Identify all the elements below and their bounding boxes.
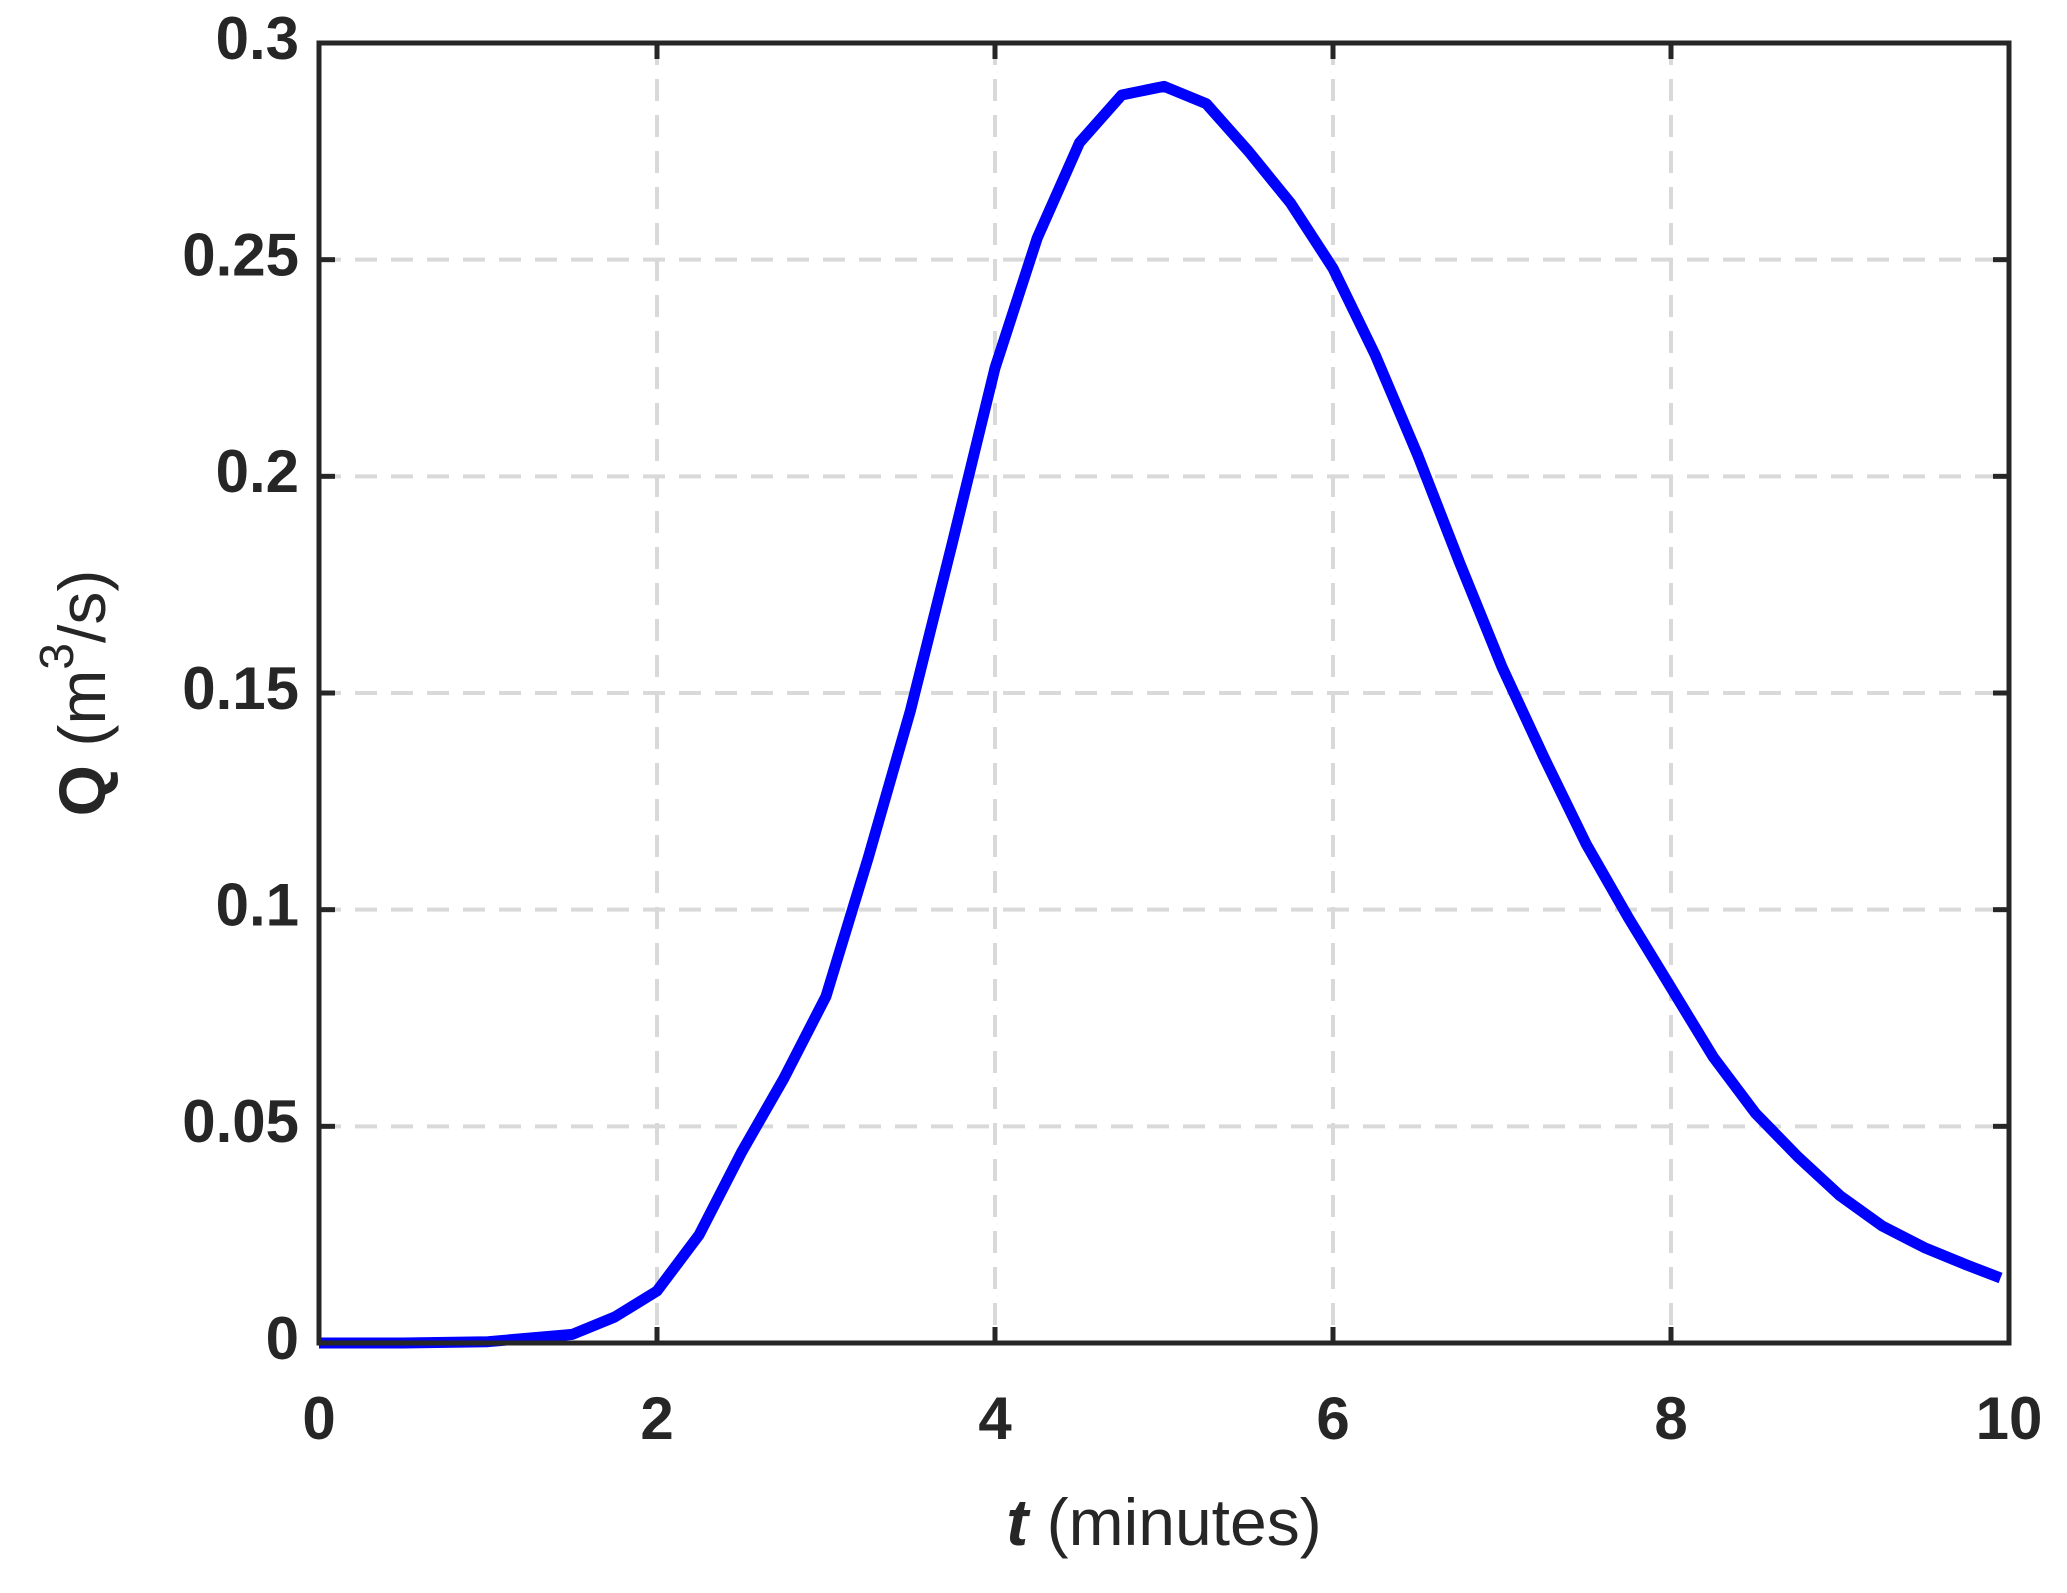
- x-axis-label: t (minutes): [1006, 1485, 1321, 1559]
- x-tick-label: 2: [640, 1385, 673, 1452]
- y-label-unit: (m: [45, 670, 119, 747]
- y-tick-label: 0.25: [182, 222, 299, 289]
- x-label-symbol: t: [1006, 1485, 1031, 1559]
- y-tick-label: 0.05: [182, 1088, 299, 1155]
- y-tick-label: 0.2: [216, 438, 299, 505]
- y-tick-label: 0.15: [182, 655, 299, 722]
- y-axis-label: Q (m3/s): [31, 570, 120, 817]
- data-line: [319, 80, 2003, 1349]
- plot-frame: [316, 40, 2012, 1346]
- x-tick-label: 10: [1976, 1385, 2043, 1452]
- y-tick-label: 0: [266, 1305, 299, 1372]
- x-tick-label: 4: [978, 1385, 1012, 1452]
- x-tick-label: 8: [1654, 1385, 1687, 1452]
- y-tick-label: 0.1: [216, 872, 299, 939]
- y-tick-label: 0.3: [216, 5, 299, 72]
- y-label-exponent: 3: [31, 643, 84, 670]
- x-label-unit: (minutes): [1047, 1485, 1322, 1559]
- y-label-unit-end: /s): [45, 570, 119, 643]
- y-label-symbol: Q: [45, 765, 119, 816]
- x-tick-label: 0: [302, 1385, 335, 1452]
- x-tick-label: 6: [1316, 1385, 1349, 1452]
